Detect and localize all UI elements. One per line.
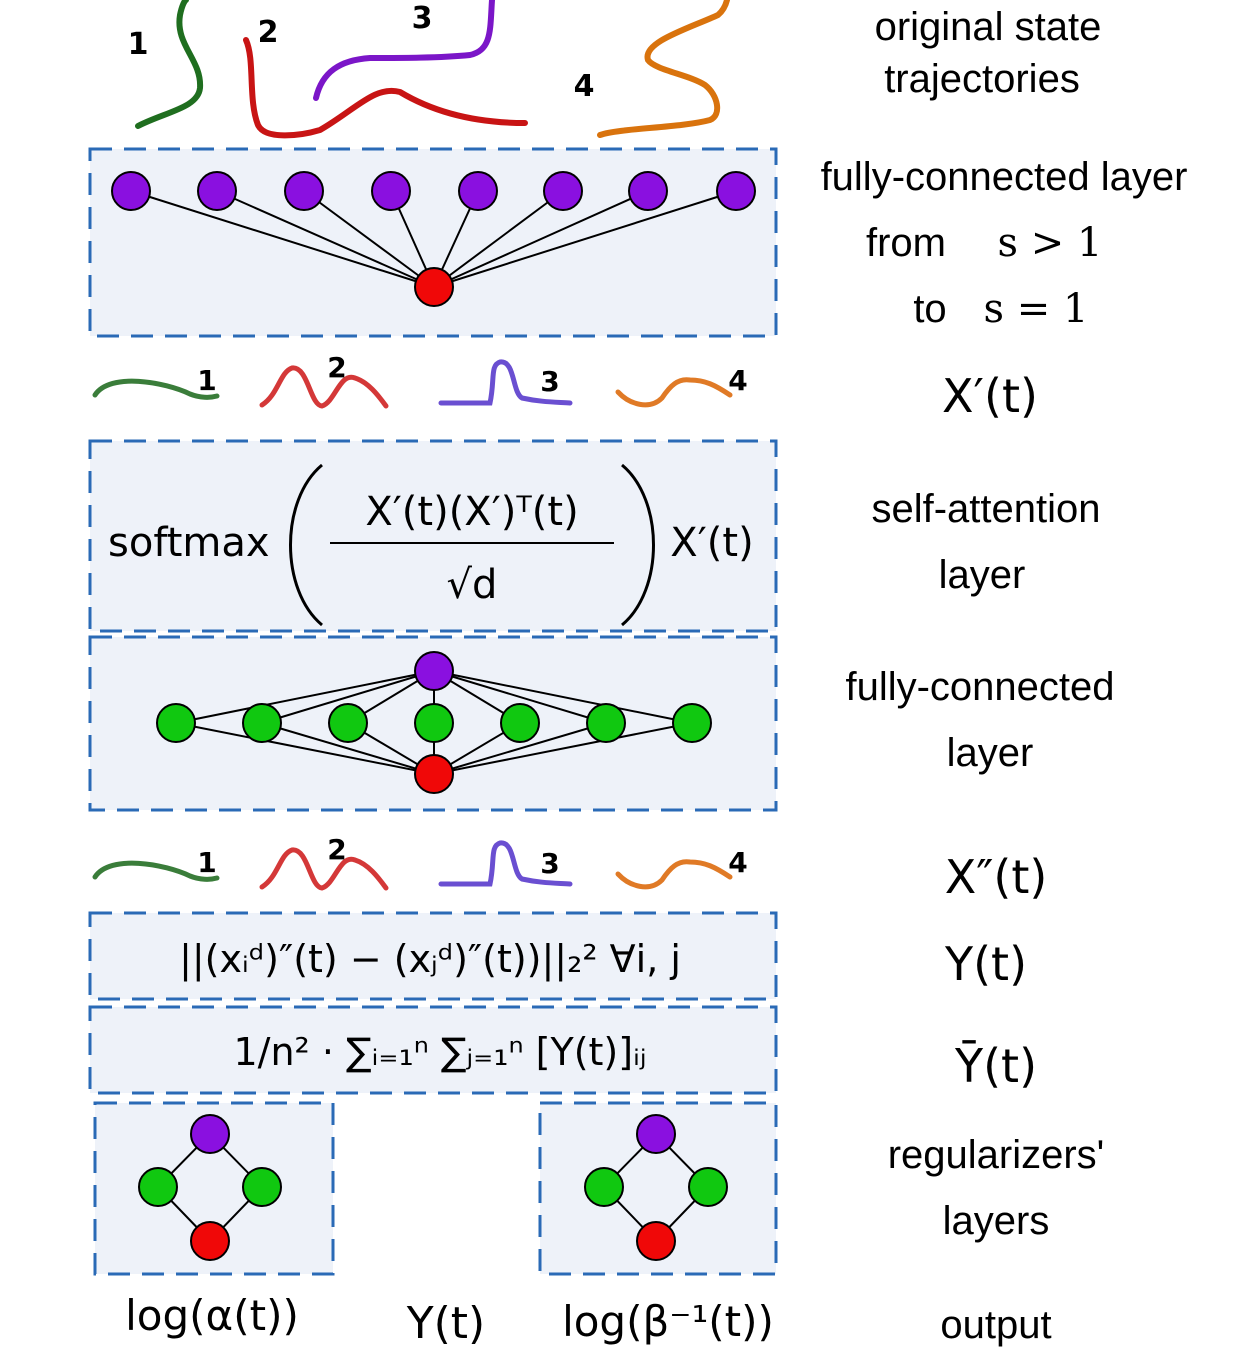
label-fc1-to: to [913, 287, 946, 331]
label-reg-line1: regularizers' [888, 1133, 1105, 1177]
reg-alpha-input-node [190, 1114, 230, 1154]
reg-beta-hidden-node [584, 1167, 624, 1207]
xprime-number-4: 4 [728, 364, 747, 397]
trajectory-3-xprime [438, 359, 573, 406]
fc1-input-node [716, 171, 756, 211]
fc-layer-2-hidden-nodes [156, 703, 712, 743]
formula-softmax: softmax [108, 520, 270, 566]
fc2-output-node [414, 754, 454, 794]
xdoubleprime-trajectories [92, 840, 733, 891]
trajectory-2-xprime [259, 365, 389, 409]
xdoubleprime-number-1: 1 [197, 846, 216, 879]
formula-denominator: √d [447, 562, 498, 608]
fc1-input-node [458, 171, 498, 211]
label-fc2-line2: layer [947, 731, 1034, 775]
reg-alpha-output-node [190, 1221, 230, 1261]
xprime-number-1: 1 [197, 364, 216, 397]
original-trajectories [135, 0, 730, 139]
formula-left-paren [289, 463, 323, 627]
trajectory-3-number: 3 [412, 1, 433, 36]
fc1-input-node [543, 171, 583, 211]
trajectory-4-number: 4 [574, 69, 595, 104]
label-reg-line2: layers [943, 1199, 1050, 1243]
fc2-hidden-node [672, 703, 712, 743]
trajectory-1-original [135, 0, 204, 129]
label-fc1-to-math: s = 1 [984, 286, 1089, 332]
xdoubleprime-number-4: 4 [728, 846, 747, 879]
trajectory-3-xdoubleprime [438, 840, 573, 887]
trajectory-2-original [243, 37, 528, 139]
reg-beta-input-node [636, 1114, 676, 1154]
formula-numerator: X′(t)(X′)ᵀ(t) [365, 489, 578, 535]
label-fc1-from-math: s > 1 [998, 220, 1103, 266]
fc2-input-node [414, 651, 454, 691]
fc-layer-1-input-nodes [111, 171, 756, 211]
trajectory-1-xdoubleprime [92, 860, 220, 882]
output-alpha: log(α(t)) [125, 1291, 299, 1340]
formula-mean: 1/n² · ∑ᵢ₌₁ⁿ ∑ⱼ₌₁ⁿ [Y(t)]ᵢⱼ [233, 1030, 646, 1074]
trajectory-1-number: 1 [128, 27, 149, 62]
trajectory-2-xdoubleprime [259, 847, 389, 891]
xprime-number-3: 3 [540, 365, 559, 398]
label-xprime: X′(t) [942, 369, 1038, 423]
label-xdoubleprime: X″(t) [945, 850, 1048, 904]
output-y: Y(t) [406, 1298, 485, 1349]
xdoubleprime-number-2: 2 [327, 833, 346, 866]
fc1-input-node [197, 171, 237, 211]
fc1-input-node [284, 171, 324, 211]
fc2-hidden-node [156, 703, 196, 743]
xdoubleprime-number-3: 3 [540, 847, 559, 880]
label-original-line2: trajectories [884, 57, 1080, 101]
fc-layer-1-edges [130, 190, 737, 288]
fc2-hidden-node [586, 703, 626, 743]
reg-beta-output-node [636, 1221, 676, 1261]
xprime-number-2: 2 [327, 351, 346, 384]
trajectory-2-number: 2 [258, 15, 279, 50]
fc2-hidden-node [328, 703, 368, 743]
formula-right-paren [621, 463, 655, 627]
mean-box [88, 1005, 778, 1095]
output-beta: log(β⁻¹(t)) [562, 1297, 774, 1346]
trajectory-4-xdoubleprime [615, 859, 733, 890]
fc1-output-node [414, 267, 454, 307]
reg-alpha-hidden-node [138, 1167, 178, 1207]
fc2-hidden-node [500, 703, 540, 743]
fc1-input-node [371, 171, 411, 211]
formula-norm: ||(xᵢᵈ)″(t) − (xⱼᵈ)″(t))||₂² ∀i, j [179, 937, 681, 982]
self-attention-box [88, 439, 778, 633]
trajectory-1-xprime [92, 378, 220, 400]
trajectory-3-original [313, 0, 495, 101]
fc2-hidden-node [242, 703, 282, 743]
fc2-hidden-node [414, 703, 454, 743]
label-fc1-line1: fully-connected layer [821, 155, 1188, 199]
label-y: Y(t) [944, 937, 1027, 991]
fc-layer-1-box [88, 147, 778, 338]
reg-beta-hidden-node [688, 1167, 728, 1207]
fc1-input-node [111, 171, 151, 211]
label-sa-line2: layer [939, 553, 1026, 597]
label-sa-line1: self-attention [871, 487, 1100, 531]
norm-box [88, 911, 778, 1001]
reg-alpha-hidden-node [242, 1167, 282, 1207]
label-fc2-line1: fully-connected [845, 665, 1114, 709]
xprime-trajectories [92, 359, 733, 409]
label-fc1-from: from [866, 221, 946, 265]
trajectory-4-original [597, 0, 730, 138]
formula-after: X′(t) [670, 520, 753, 566]
label-output: output [940, 1303, 1051, 1347]
label-original-line1: original state [875, 5, 1102, 49]
trajectory-4-xprime [615, 377, 733, 408]
fc1-input-node [628, 171, 668, 211]
label-ybar: Ȳ(t) [954, 1039, 1037, 1093]
